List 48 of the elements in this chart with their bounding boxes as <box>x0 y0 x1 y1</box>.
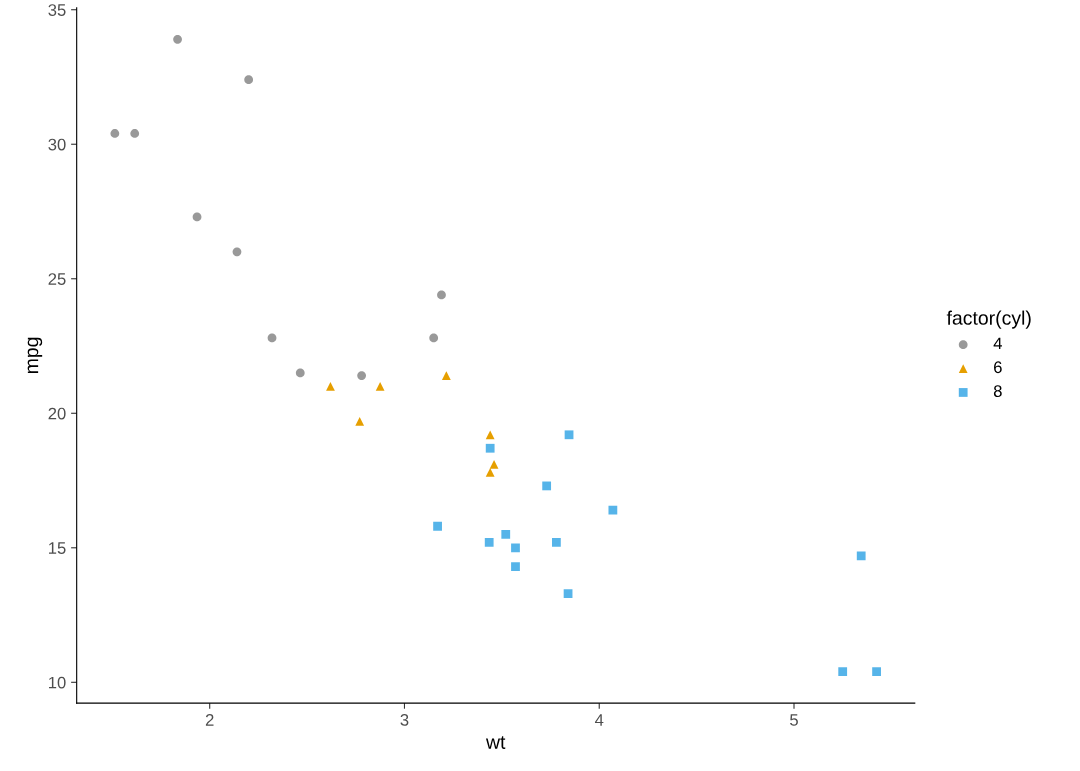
x-tick-label: 2 <box>205 714 214 726</box>
point <box>563 589 573 598</box>
point <box>838 667 848 676</box>
y-tick-label: 35 <box>48 4 66 16</box>
point <box>872 667 881 676</box>
y-tick-label: 20 <box>48 407 66 420</box>
point <box>429 333 439 343</box>
legend-label: 6 <box>994 361 1002 374</box>
point <box>542 481 552 491</box>
point <box>441 371 451 380</box>
y-tick-label: 15 <box>49 542 66 554</box>
point <box>511 562 520 572</box>
point <box>501 529 511 539</box>
point <box>485 443 495 453</box>
legend-label: 4 <box>993 337 1002 350</box>
point <box>484 538 494 547</box>
point <box>437 290 446 300</box>
point <box>856 551 866 561</box>
point <box>110 129 120 138</box>
point <box>130 129 140 138</box>
x-axis-title: wt <box>485 736 506 749</box>
point <box>173 34 182 44</box>
y-tick-label: 25 <box>48 273 66 285</box>
point <box>552 538 561 547</box>
y-tick-label: 10 <box>49 676 66 689</box>
point <box>485 430 495 440</box>
point <box>433 521 442 531</box>
legend-label: 8 <box>993 385 1002 397</box>
point <box>267 333 277 343</box>
point <box>355 416 365 426</box>
point <box>244 75 254 85</box>
y-tick-label: 30 <box>48 138 66 151</box>
point <box>375 381 385 391</box>
y-axis-title: mpg <box>27 337 43 374</box>
point <box>295 368 305 378</box>
x-tick-label: 4 <box>594 714 604 726</box>
point <box>357 371 367 380</box>
point <box>192 212 202 222</box>
legend-title: factor(cyl) <box>946 310 1031 329</box>
point <box>511 543 520 553</box>
x-tick-label: 3 <box>400 714 409 726</box>
point <box>485 468 495 477</box>
point <box>564 430 574 440</box>
point <box>232 247 242 257</box>
point <box>608 505 618 515</box>
point <box>326 381 335 391</box>
point <box>489 460 499 469</box>
x-tick-label: 5 <box>790 714 798 726</box>
